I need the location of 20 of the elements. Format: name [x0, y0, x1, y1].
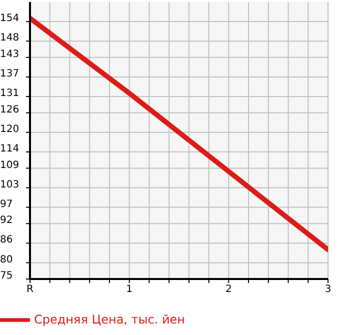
y-tick-label: 75: [0, 270, 13, 282]
y-tick-label: 131: [0, 88, 20, 100]
y-tick-label: 86: [0, 234, 13, 246]
y-tick-label: 126: [0, 104, 20, 116]
y-tick-label: 154: [0, 13, 20, 24]
legend-label: Средняя Цена, тыс. йен: [34, 312, 186, 326]
x-tick-label: 1: [126, 284, 133, 296]
x-tick-label: 2: [225, 284, 232, 296]
y-tick-label: 109: [0, 160, 20, 171]
y-tick-label: 143: [0, 48, 20, 60]
y-tick-label: 148: [0, 32, 20, 44]
y-tick-label: 103: [0, 179, 20, 190]
y-tick-label: 114: [0, 143, 20, 154]
x-tick-label: R: [26, 284, 34, 296]
y-tick-label: 97: [0, 198, 13, 210]
x-tick-label: 3: [324, 284, 332, 296]
y-tick-label: 137: [0, 68, 20, 80]
y-tick-label: 120: [0, 124, 20, 135]
y-tick-label: 80: [0, 254, 13, 266]
y-tick-label: 92: [0, 215, 13, 226]
